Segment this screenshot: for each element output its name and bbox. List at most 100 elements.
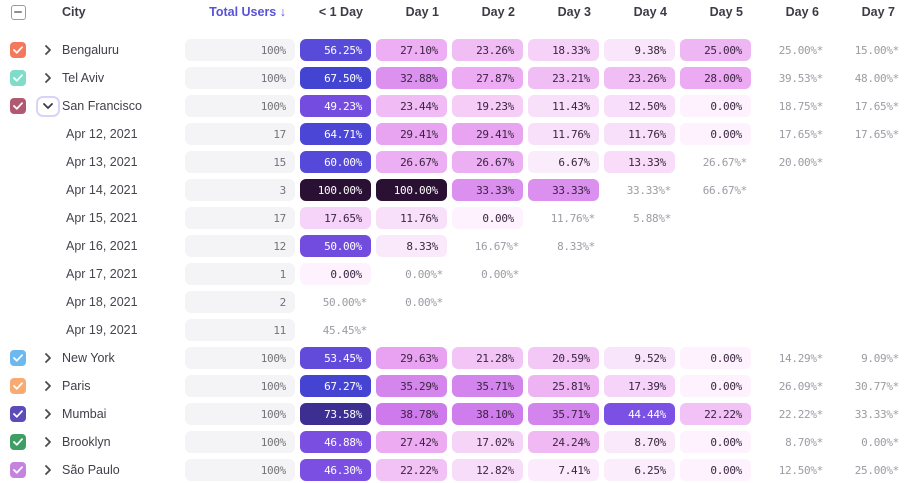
retention-cell[interactable]: 17.39% — [604, 375, 675, 397]
retention-cell[interactable]: 0.00% — [680, 347, 751, 369]
retention-cell-incomplete[interactable]: 0.00%* — [405, 295, 443, 309]
retention-cell[interactable]: 46.30% — [300, 459, 371, 481]
retention-cell[interactable]: 38.78% — [376, 403, 447, 425]
retention-cell[interactable]: 12.82% — [452, 459, 523, 481]
retention-cell[interactable]: 13.33% — [604, 151, 675, 173]
retention-cell[interactable]: 9.38% — [604, 39, 675, 61]
retention-cell[interactable]: 28.00% — [680, 67, 751, 89]
retention-cell[interactable]: 25.00% — [680, 39, 751, 61]
retention-cell[interactable]: 20.59% — [528, 347, 599, 369]
retention-cell-incomplete[interactable]: 39.53%* — [778, 71, 824, 85]
retention-cell-incomplete[interactable]: 33.33%* — [854, 407, 900, 421]
retention-cell-incomplete[interactable]: 8.33%* — [557, 239, 595, 253]
retention-cell-incomplete[interactable]: 48.00%* — [854, 71, 900, 85]
column-header-total-users[interactable]: Total Users ↓ — [185, 5, 295, 19]
retention-cell[interactable]: 100.00% — [376, 179, 447, 201]
row-checkbox[interactable] — [10, 98, 26, 114]
retention-cell-incomplete[interactable]: 26.67%* — [702, 155, 748, 169]
row-checkbox[interactable] — [10, 434, 26, 450]
retention-cell[interactable]: 0.00% — [452, 207, 523, 229]
row-checkbox[interactable] — [10, 70, 26, 86]
retention-cell-incomplete[interactable]: 0.00%* — [861, 435, 899, 449]
column-header-day-3[interactable]: Day 3 — [557, 5, 591, 19]
retention-cell[interactable]: 60.00% — [300, 151, 371, 173]
retention-cell-incomplete[interactable]: 33.33%* — [626, 183, 672, 197]
retention-cell-incomplete[interactable]: 26.09%* — [778, 379, 824, 393]
collapse-row-button[interactable] — [36, 95, 60, 117]
retention-cell[interactable]: 7.41% — [528, 459, 599, 481]
retention-cell-incomplete[interactable]: 8.70%* — [785, 435, 823, 449]
retention-cell[interactable]: 0.00% — [680, 95, 751, 117]
retention-cell[interactable]: 23.26% — [604, 67, 675, 89]
retention-cell-incomplete[interactable]: 0.00%* — [481, 267, 519, 281]
row-checkbox[interactable] — [10, 378, 26, 394]
retention-cell[interactable]: 33.33% — [452, 179, 523, 201]
retention-cell[interactable]: 67.27% — [300, 375, 371, 397]
retention-cell-incomplete[interactable]: 15.00%* — [854, 43, 900, 57]
row-checkbox[interactable] — [10, 42, 26, 58]
retention-cell[interactable]: 29.63% — [376, 347, 447, 369]
retention-cell[interactable]: 11.76% — [604, 123, 675, 145]
column-header-day-1[interactable]: Day 1 — [405, 5, 439, 19]
retention-cell[interactable]: 27.10% — [376, 39, 447, 61]
expand-row-button[interactable] — [44, 437, 52, 447]
retention-cell[interactable]: 35.29% — [376, 375, 447, 397]
retention-cell[interactable]: 0.00% — [680, 123, 751, 145]
expand-row-button[interactable] — [44, 45, 52, 55]
retention-cell[interactable]: 6.67% — [528, 151, 599, 173]
retention-cell[interactable]: 8.70% — [604, 431, 675, 453]
retention-cell-incomplete[interactable]: 66.67%* — [702, 183, 748, 197]
retention-cell[interactable]: 17.65% — [300, 207, 371, 229]
select-all-checkbox[interactable] — [10, 4, 26, 20]
retention-cell[interactable]: 9.52% — [604, 347, 675, 369]
retention-cell[interactable]: 53.45% — [300, 347, 371, 369]
retention-cell-incomplete[interactable]: 0.00%* — [405, 267, 443, 281]
retention-cell[interactable]: 11.76% — [528, 123, 599, 145]
retention-cell-incomplete[interactable]: 18.75%* — [778, 99, 824, 113]
retention-cell-incomplete[interactable]: 25.00%* — [854, 463, 900, 477]
retention-cell[interactable]: 22.22% — [376, 459, 447, 481]
retention-cell-incomplete[interactable]: 30.77%* — [854, 379, 900, 393]
expand-row-button[interactable] — [44, 73, 52, 83]
retention-cell[interactable]: 33.33% — [528, 179, 599, 201]
retention-cell[interactable]: 27.42% — [376, 431, 447, 453]
retention-cell[interactable]: 11.43% — [528, 95, 599, 117]
retention-cell-incomplete[interactable]: 11.76%* — [550, 211, 596, 225]
row-checkbox[interactable] — [10, 350, 26, 366]
retention-cell[interactable]: 49.23% — [300, 95, 371, 117]
retention-cell[interactable]: 23.21% — [528, 67, 599, 89]
retention-cell-incomplete[interactable]: 22.22%* — [778, 407, 824, 421]
retention-cell[interactable]: 23.26% — [452, 39, 523, 61]
retention-cell[interactable]: 44.44% — [604, 403, 675, 425]
retention-cell[interactable]: 0.00% — [680, 375, 751, 397]
column-header-day-7[interactable]: Day 7 — [861, 5, 895, 19]
retention-cell-incomplete[interactable]: 17.65%* — [854, 99, 900, 113]
row-checkbox[interactable] — [10, 462, 26, 478]
retention-cell[interactable]: 26.67% — [452, 151, 523, 173]
retention-cell-incomplete[interactable]: 20.00%* — [778, 155, 824, 169]
retention-cell[interactable]: 0.00% — [680, 431, 751, 453]
retention-cell[interactable]: 22.22% — [680, 403, 751, 425]
retention-cell-incomplete[interactable]: 45.45%* — [322, 323, 368, 337]
retention-cell[interactable]: 29.41% — [376, 123, 447, 145]
retention-cell[interactable]: 17.02% — [452, 431, 523, 453]
column-header-city[interactable]: City — [62, 5, 86, 19]
retention-cell[interactable]: 35.71% — [528, 403, 599, 425]
retention-cell[interactable]: 6.25% — [604, 459, 675, 481]
retention-cell[interactable]: 0.00% — [680, 459, 751, 481]
retention-cell[interactable]: 26.67% — [376, 151, 447, 173]
retention-cell[interactable]: 38.10% — [452, 403, 523, 425]
retention-cell-incomplete[interactable]: 25.00%* — [778, 43, 824, 57]
retention-cell[interactable]: 12.50% — [604, 95, 675, 117]
column-header-day-4[interactable]: Day 4 — [633, 5, 667, 19]
retention-cell[interactable]: 27.87% — [452, 67, 523, 89]
retention-cell-incomplete[interactable]: 50.00%* — [322, 295, 368, 309]
retention-cell[interactable]: 0.00% — [300, 263, 371, 285]
retention-cell[interactable]: 50.00% — [300, 235, 371, 257]
retention-cell-incomplete[interactable]: 16.67%* — [474, 239, 520, 253]
retention-cell[interactable]: 8.33% — [376, 235, 447, 257]
retention-cell-incomplete[interactable]: 5.88%* — [633, 211, 671, 225]
retention-cell-incomplete[interactable]: 17.65%* — [778, 127, 824, 141]
retention-cell[interactable]: 29.41% — [452, 123, 523, 145]
retention-cell-incomplete[interactable]: 12.50%* — [778, 463, 824, 477]
